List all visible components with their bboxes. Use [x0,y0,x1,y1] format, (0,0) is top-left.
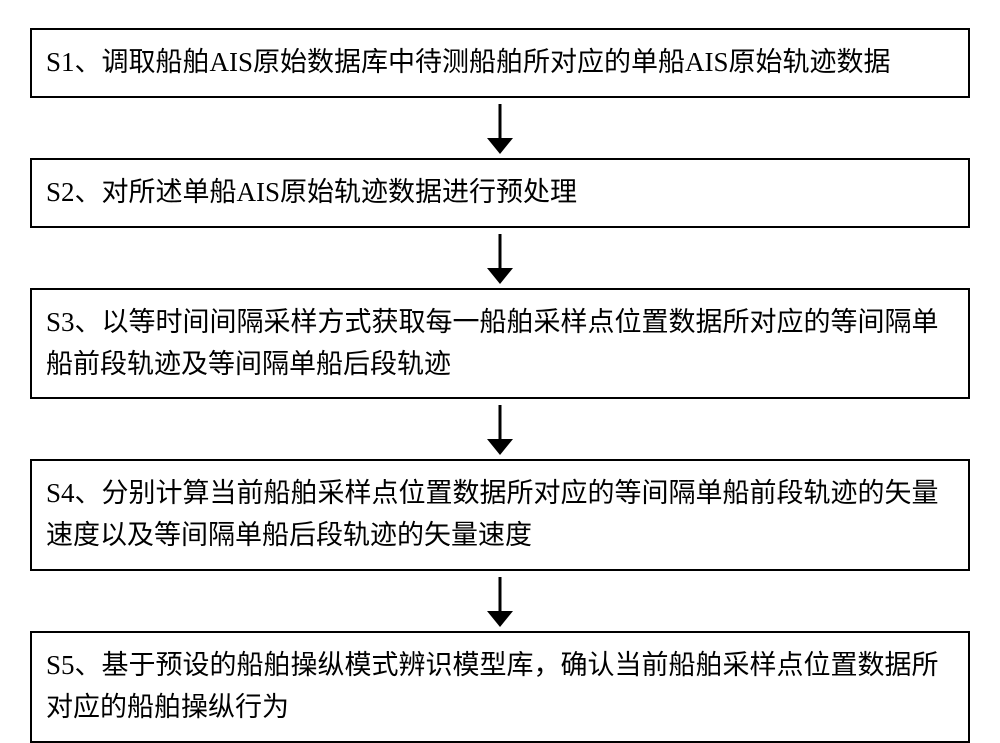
arrow-down-icon [480,104,520,154]
step-box-s4: S4、分别计算当前船舶采样点位置数据所对应的等间隔单船前段轨迹的矢量速度以及等间… [30,459,970,571]
step-box-s1: S1、调取船舶AIS原始数据库中待测船舶所对应的单船AIS原始轨迹数据 [30,28,970,98]
arrow-s1-s2 [30,98,970,158]
arrow-down-icon [480,234,520,284]
arrow-s3-s4 [30,399,970,459]
step-text: S3、以等时间间隔采样方式获取每一船舶采样点位置数据所对应的等间隔单船前段轨迹及… [46,307,939,379]
step-text: S2、对所述单船AIS原始轨迹数据进行预处理 [46,177,577,207]
flowchart: S1、调取船舶AIS原始数据库中待测船舶所对应的单船AIS原始轨迹数据 S2、对… [30,28,970,743]
step-box-s3: S3、以等时间间隔采样方式获取每一船舶采样点位置数据所对应的等间隔单船前段轨迹及… [30,288,970,400]
arrow-down-icon [480,405,520,455]
arrow-down-icon [480,577,520,627]
step-text: S4、分别计算当前船舶采样点位置数据所对应的等间隔单船前段轨迹的矢量速度以及等间… [46,478,939,550]
step-text: S5、基于预设的船舶操纵模式辨识模型库，确认当前船舶采样点位置数据所对应的船舶操… [46,650,939,722]
arrow-s4-s5 [30,571,970,631]
step-text: S1、调取船舶AIS原始数据库中待测船舶所对应的单船AIS原始轨迹数据 [46,47,891,77]
step-box-s5: S5、基于预设的船舶操纵模式辨识模型库，确认当前船舶采样点位置数据所对应的船舶操… [30,631,970,743]
step-box-s2: S2、对所述单船AIS原始轨迹数据进行预处理 [30,158,970,228]
arrow-s2-s3 [30,228,970,288]
